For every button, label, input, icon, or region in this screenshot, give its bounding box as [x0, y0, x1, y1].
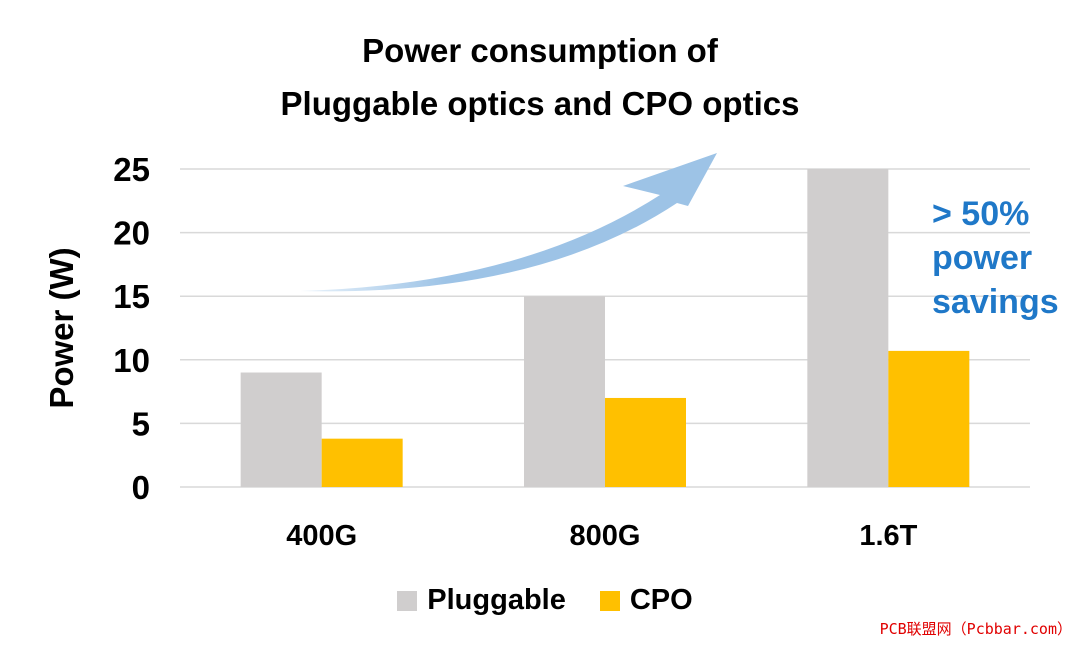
bar-cpo-400g	[321, 438, 403, 487]
annotation-line-2: power	[932, 239, 1033, 277]
bar-cpo-1-6t	[888, 350, 970, 487]
y-tick-label-25: 25	[113, 151, 150, 188]
annotation-line-1: > 50%	[932, 195, 1030, 233]
annotation-line-3: savings	[932, 283, 1059, 321]
watermark: PCB联盟网（Pcbbar.com）	[879, 620, 1072, 638]
chart-title-line-2: Pluggable optics and CPO optics	[280, 85, 800, 122]
x-tick-label-800g: 800G	[570, 520, 641, 552]
y-tick-label-20: 20	[113, 215, 150, 252]
legend: Pluggable CPO	[0, 584, 1080, 617]
x-tick-label-1-6t: 1.6T	[859, 520, 917, 552]
y-tick-label-15: 15	[113, 278, 150, 315]
y-tick-label-0: 0	[132, 469, 150, 506]
savings-annotation: > 50% power savings	[932, 192, 1059, 324]
legend-swatch-pluggable	[397, 590, 418, 611]
legend-item-cpo: CPO	[599, 584, 693, 617]
chart-title-line-1: Power consumption of	[362, 32, 718, 69]
growth-arrow-icon	[300, 153, 717, 292]
bar-pluggable-800g	[524, 296, 605, 487]
legend-swatch-cpo	[599, 590, 620, 611]
legend-label-cpo: CPO	[629, 584, 693, 616]
x-tick-label-400g: 400G	[286, 520, 357, 552]
y-tick-label-10: 10	[113, 342, 150, 379]
legend-item-pluggable: Pluggable	[397, 584, 566, 617]
chart-title: Power consumption of Pluggable optics an…	[0, 24, 1080, 130]
legend-label-pluggable: Pluggable	[427, 584, 566, 616]
bar-pluggable-1-6t	[807, 169, 889, 487]
y-tick-label-5: 5	[132, 405, 150, 442]
bar-pluggable-400g	[240, 372, 322, 487]
bar-cpo-800g	[605, 397, 686, 487]
